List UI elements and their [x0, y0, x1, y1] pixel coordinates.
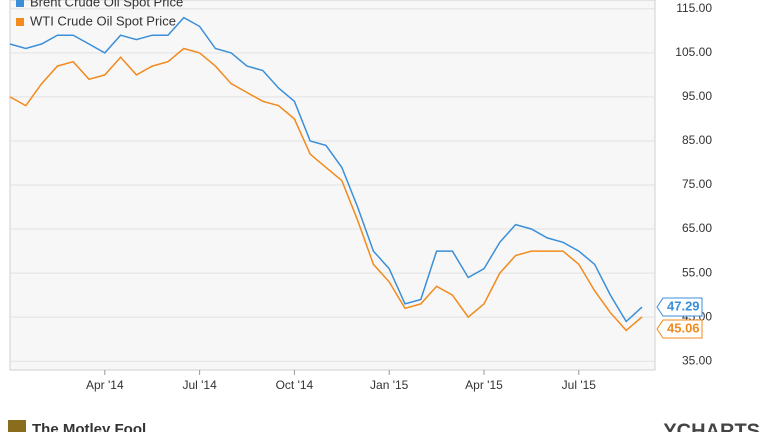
brand: The Motley Fool	[32, 421, 146, 432]
end-label-box	[656, 297, 703, 317]
source: YCHARTS	[663, 420, 760, 432]
y-tick-label: 105.00	[675, 45, 712, 59]
x-tick-label: Oct '14	[276, 378, 314, 392]
series-line	[9, 16, 643, 323]
x-tick-label: Jul '15	[562, 378, 597, 392]
x-tick-label: Apr '14	[86, 378, 124, 392]
legend-swatch	[16, 0, 24, 7]
brand-logo	[8, 420, 26, 432]
end-label: 47.29	[667, 298, 700, 313]
x-tick-label: Apr '15	[465, 378, 503, 392]
y-tick-label: 115.00	[676, 1, 712, 15]
series-line	[9, 47, 643, 332]
end-label: 45.06	[667, 320, 700, 335]
y-tick-label: 95.00	[682, 89, 712, 103]
legend-swatch	[16, 18, 24, 26]
y-tick-label: 65.00	[682, 221, 712, 235]
y-tick-label: 35.00	[682, 353, 712, 367]
y-tick-label: 55.00	[682, 265, 712, 279]
end-label-box	[656, 319, 703, 339]
x-tick-label: Jan '15	[370, 378, 409, 392]
x-tick-label: Jul '14	[182, 378, 217, 392]
y-tick-label: 75.00	[682, 177, 712, 191]
legend-label: WTI Crude Oil Spot Price	[30, 13, 176, 28]
y-tick-label: 85.00	[682, 133, 712, 147]
legend-label: Brent Crude Oil Spot Price	[30, 0, 183, 9]
